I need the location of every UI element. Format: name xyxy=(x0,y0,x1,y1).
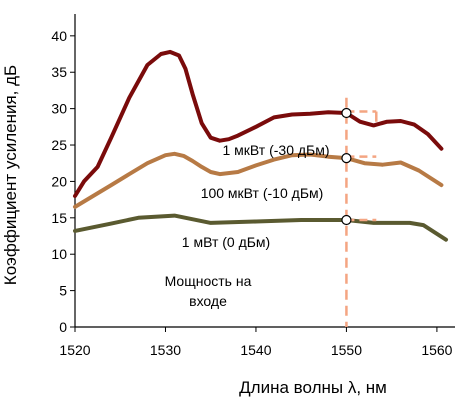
y-tick-label: 30 xyxy=(51,101,67,117)
marker-point-1 xyxy=(341,153,352,164)
input-power-label-line1: Мощность на xyxy=(165,273,252,289)
label-1mw: 1 мВт (0 дБм) xyxy=(182,234,270,250)
x-axis-title: Длина волны λ, нм xyxy=(239,378,387,397)
y-tick-label: 20 xyxy=(51,173,67,189)
axes xyxy=(70,14,455,332)
marker-guides xyxy=(345,97,378,327)
y-tick-label: 25 xyxy=(51,137,67,153)
label-1uw: 1 мкВт (-30 дБм) xyxy=(222,142,329,158)
marker-points xyxy=(341,107,352,226)
y-tick-label: 0 xyxy=(59,319,67,335)
marker-point-0 xyxy=(341,107,352,119)
series-line-0 xyxy=(73,49,444,198)
series-lines xyxy=(73,49,448,242)
series-line-2 xyxy=(73,213,448,242)
label-100uw: 100 мкВт (-10 дБм) xyxy=(201,185,324,201)
y-tick-label: 10 xyxy=(51,246,67,262)
x-tick-label: 1530 xyxy=(150,342,181,358)
y-axis-title: Коэффициент усиления, дБ xyxy=(1,65,20,285)
y-tick-label: 35 xyxy=(51,64,67,80)
series-line-1 xyxy=(73,151,444,209)
x-tick-label: 1560 xyxy=(421,342,452,358)
y-tick-label: 15 xyxy=(51,210,67,226)
x-tick-label: 1550 xyxy=(331,342,362,358)
x-tick-label: 1540 xyxy=(240,342,271,358)
x-tick-label: 1520 xyxy=(59,342,90,358)
input-power-label-line2: входе xyxy=(189,293,227,309)
y-tick-label: 40 xyxy=(51,28,67,44)
y-tick-label: 5 xyxy=(59,283,67,299)
marker-point-2 xyxy=(341,214,352,226)
